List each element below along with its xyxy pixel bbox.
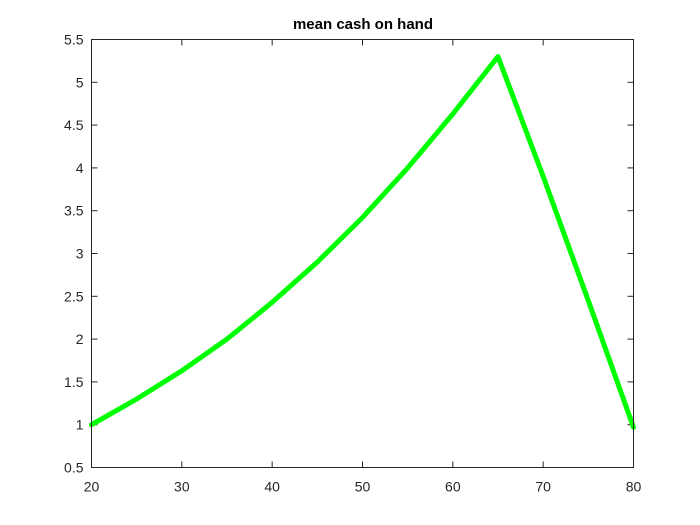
chart-title: mean cash on hand [293, 16, 433, 33]
x-tick-label: 20 [84, 479, 100, 495]
x-tick-label: 40 [264, 479, 280, 495]
x-tick-label: 50 [355, 479, 371, 495]
y-tick-label: 4 [76, 160, 84, 176]
series-line [89, 54, 636, 430]
y-tick-label: 5.5 [64, 32, 84, 48]
x-tick-label: 60 [445, 479, 461, 495]
y-tick-label: 5 [76, 74, 84, 90]
y-tick-label: 1 [76, 417, 84, 433]
y-tick-label: 0.5 [64, 460, 84, 476]
x-tick-label: 30 [174, 479, 190, 495]
plot-area-frame [91, 39, 634, 468]
y-tick-label: 4.5 [64, 117, 84, 133]
y-tick-labels: 0.5 1 1.5 2 2.5 3 3.5 4 4.5 5 5.5 [64, 32, 84, 476]
y-tick-label: 3.5 [64, 203, 84, 219]
axis-ticks [91, 39, 634, 468]
x-tick-labels: 20 30 40 50 60 70 80 [84, 479, 642, 495]
y-tick-label: 2 [76, 331, 84, 347]
x-tick-label: 70 [535, 479, 551, 495]
y-tick-label: 2.5 [64, 288, 84, 304]
x-tick-label: 80 [626, 479, 642, 495]
y-tick-label: 3 [76, 246, 84, 262]
y-tick-label: 1.5 [64, 374, 84, 390]
